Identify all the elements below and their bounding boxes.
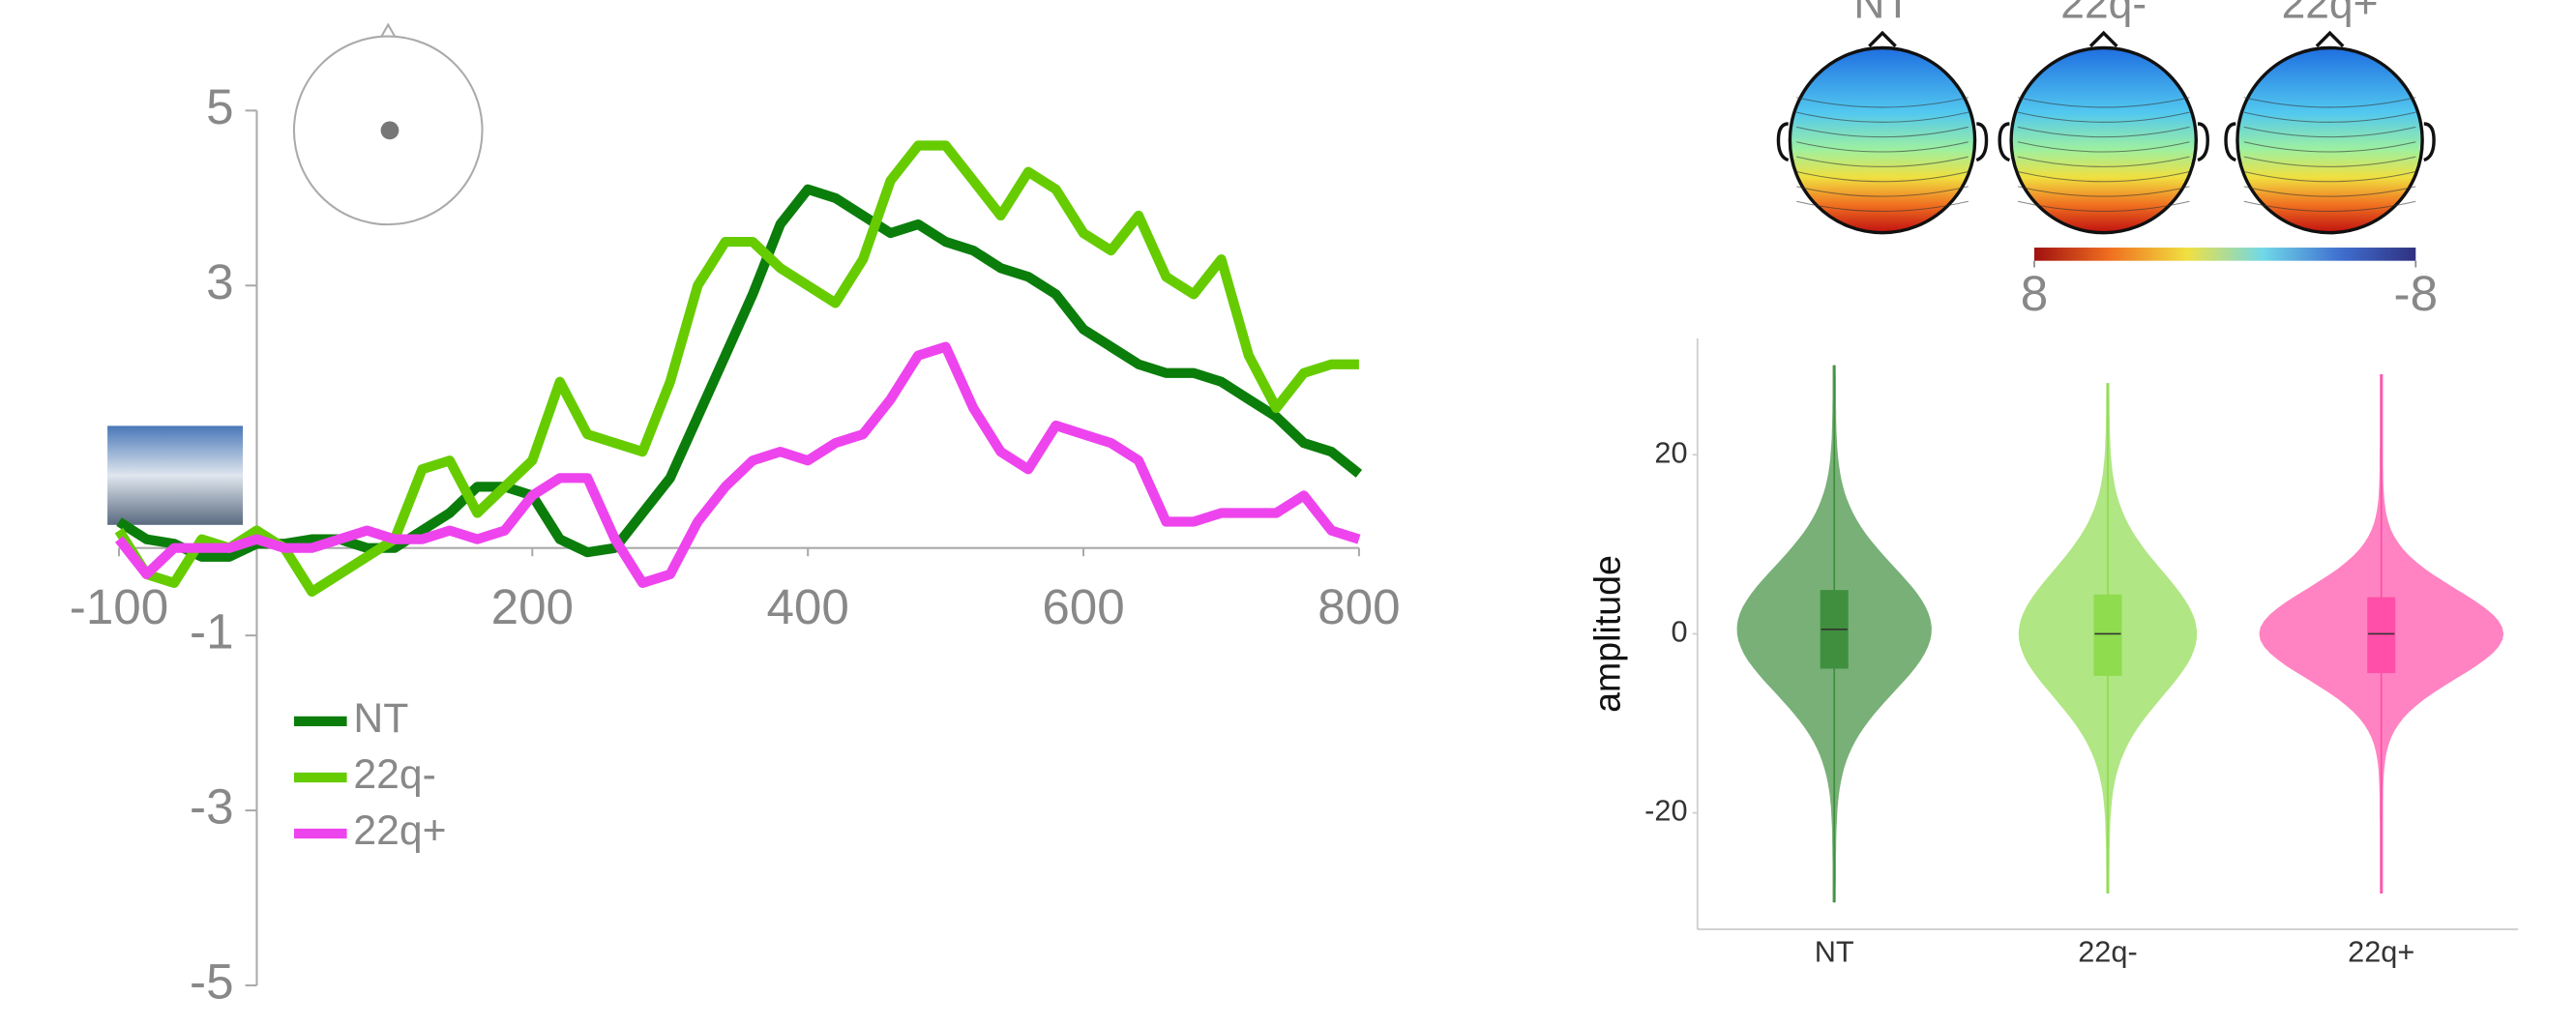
contour xyxy=(1796,126,1969,138)
contour xyxy=(2017,156,2190,167)
contour xyxy=(2017,186,2190,197)
topomap-label: 22q+ xyxy=(2282,0,2379,28)
series-line xyxy=(115,341,1361,588)
x-tick-label: 200 xyxy=(491,579,574,634)
head-icon xyxy=(292,22,484,226)
contour xyxy=(1796,97,1969,108)
contour xyxy=(1796,111,1969,123)
topomap-head xyxy=(2224,30,2436,162)
contour xyxy=(2243,126,2416,138)
stimulus-image xyxy=(107,425,244,525)
topomap-label: NT xyxy=(1853,0,1910,28)
x-tick-label: -100 xyxy=(70,579,168,634)
y-tick-label: -3 xyxy=(190,779,234,835)
contour xyxy=(1796,156,1969,167)
y-tick-label: 3 xyxy=(206,254,233,309)
colorbar xyxy=(2034,248,2416,261)
contour xyxy=(2243,200,2416,212)
contour xyxy=(1796,171,1969,183)
topomap xyxy=(2009,45,2198,235)
contour xyxy=(2017,126,2190,138)
contour xyxy=(1796,141,1969,153)
topomap-head xyxy=(1776,30,1989,162)
contour xyxy=(2017,97,2190,108)
y-tick-label: -20 xyxy=(1644,794,1687,828)
legend-label: 22q+ xyxy=(353,807,446,854)
legend-label: NT xyxy=(353,695,408,742)
x-tick-label: 800 xyxy=(1318,579,1400,634)
contour xyxy=(1796,186,1969,197)
contour xyxy=(2017,171,2190,183)
contour xyxy=(2243,111,2416,123)
y-tick-label: 5 xyxy=(206,79,233,134)
topomap-label: 22q- xyxy=(2060,0,2147,28)
contour xyxy=(1796,200,1969,212)
topomap-head xyxy=(1998,30,2209,162)
x-tick-label: NT xyxy=(1815,935,1854,969)
legend-label: 22q- xyxy=(353,751,435,798)
x-tick-label: 22q- xyxy=(2078,935,2137,969)
topomap xyxy=(1788,45,1977,235)
contour xyxy=(2017,200,2190,212)
contour xyxy=(2243,171,2416,183)
y-tick-label: 20 xyxy=(1654,435,1687,469)
x-tick-label: 600 xyxy=(1042,579,1124,634)
contour xyxy=(2243,186,2416,197)
x-tick-label: 22q+ xyxy=(2348,935,2414,969)
colorbar-tick-label: 8 xyxy=(2021,266,2048,321)
series-line xyxy=(114,140,1359,598)
x-tick-label: 400 xyxy=(766,579,848,634)
topomap xyxy=(2235,45,2424,235)
contour xyxy=(2017,111,2190,123)
y-tick-label: -5 xyxy=(190,954,234,1010)
contour xyxy=(2243,141,2416,153)
contour xyxy=(2017,141,2190,153)
contour xyxy=(2243,156,2416,167)
box xyxy=(2367,597,2396,674)
colorbar-tick-label: -8 xyxy=(2394,266,2439,321)
y-tick-label: 0 xyxy=(1671,615,1687,649)
box xyxy=(2093,594,2122,676)
contour xyxy=(2243,97,2416,108)
y-axis-label: amplitude xyxy=(1586,555,1627,713)
y-tick-label: -1 xyxy=(190,604,234,660)
